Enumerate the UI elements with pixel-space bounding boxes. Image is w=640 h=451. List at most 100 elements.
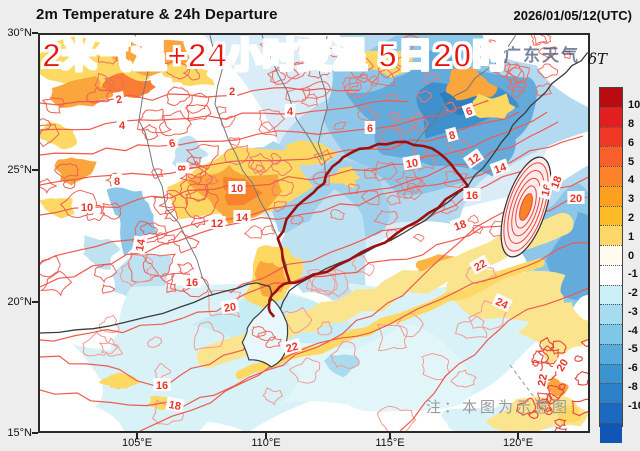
colorbar-segment [600,106,622,127]
colorbar-segment [600,166,622,186]
contour-label-box [111,174,123,187]
contour-loop [491,62,511,78]
note-watermark: 注：本图为示意图 [426,399,571,416]
contour-label-text: 16 [466,190,478,202]
contour-loop [223,144,250,166]
contour-loop [440,199,459,215]
contour-loop [170,272,191,292]
contour-loop [288,357,321,384]
contour-loop [349,57,375,78]
contour-label-box [78,200,96,213]
timestamp: 2026/01/05/12(UTC) [513,8,632,23]
contour-loop [86,87,112,104]
contour-loop [191,215,206,229]
map-panel: 2 2 4 4 6 6 6 8 8 8 10 10 10 12 12 14 14 14 16 16 16 16 18 18 18… [38,33,590,433]
contour-loop [286,61,307,80]
colorbar-label: 6 [628,136,635,149]
contour-label-text: 4 [287,106,294,118]
colorbar-label: -5 [628,343,638,356]
province-border [261,35,323,160]
contour-loop [405,175,426,194]
colorbar-label: 3 [628,193,635,206]
contour-loop [343,82,362,95]
contour-loop [103,75,125,92]
shading-layer [40,35,588,431]
shaded-patch [82,235,121,270]
contour-loop [141,123,159,141]
colorbar-label: -2 [628,287,638,300]
contour-label: 8 [445,126,459,143]
colorbar-segment [600,343,622,364]
contour-loop [139,222,158,236]
contour-label: 16 [153,378,171,392]
contour-loop [503,63,523,79]
contour-label-box [228,181,246,194]
contour-loop [376,323,408,352]
contour-loop [265,336,282,348]
contour-loop [533,35,552,46]
contour-loop [248,159,264,175]
contour-loop [554,426,568,431]
contour-loop [455,315,488,339]
shaded-patch [161,61,215,87]
contour-loop [98,44,119,65]
contour-loop [153,362,172,380]
contour-label-box [546,171,565,193]
contour-label-text: 6 [464,105,474,118]
contour-loop [545,393,561,406]
contour-label-box [449,215,471,234]
colorbar-segment [600,423,622,443]
contour-label: 12 [208,216,226,230]
contour-loop [119,251,154,288]
contour-loop [536,398,553,413]
contour-loop [506,78,528,92]
contour-loop [177,262,195,275]
shaded-patch [517,302,588,365]
contour-loop [410,112,429,133]
contour-loop [316,321,333,336]
contour-loop [415,90,433,103]
colorbar-label: -1 [628,268,638,281]
contour-label: 2 [226,84,238,98]
contour-label-text: 10 [81,202,93,214]
contour-label-text: 22 [536,373,550,387]
contour-loop [554,418,567,429]
contour-label: 6 [461,102,477,119]
contour-loop [356,73,368,83]
page-title: 2m Temperature & 24h Departure [36,6,278,23]
contour-loop [351,254,375,277]
shaded-patch [468,93,516,120]
contour-label-text: 10 [405,157,419,171]
contour-label: 10 [78,200,96,214]
contour-label-text: 8 [175,165,187,171]
colorbar-label: -8 [628,380,638,393]
contour-label-text: 6 [367,123,373,135]
contour-loop [266,69,287,84]
colorbar-segment [600,284,622,305]
colorbar-label: -3 [628,305,638,318]
contour-label-text: 8 [448,129,457,142]
contour-label-text: 24 [493,296,510,312]
contour-label-box [445,126,459,143]
contour-label-box [489,158,511,177]
colorbar-label: -4 [628,324,638,337]
contour-loop [527,409,539,420]
contour-loop [370,67,396,87]
contour-loop [159,189,188,209]
contour-loop [158,110,192,137]
contour-loop [285,87,311,103]
colorbar-segment [600,126,622,147]
contour-loop [258,108,286,132]
contour-label: 16 [463,188,481,202]
contour-label: 12 [462,148,485,169]
contour-loop [127,253,160,283]
lon-tick [517,433,519,439]
contour-loop [574,355,583,363]
contour-loop [159,272,176,283]
shaded-patch [555,404,582,424]
contour-label-box [176,162,189,174]
contour-loop [40,178,58,195]
contour-loop [484,41,495,50]
colorbar-label: 0 [628,249,635,262]
contour-loop [411,233,425,243]
